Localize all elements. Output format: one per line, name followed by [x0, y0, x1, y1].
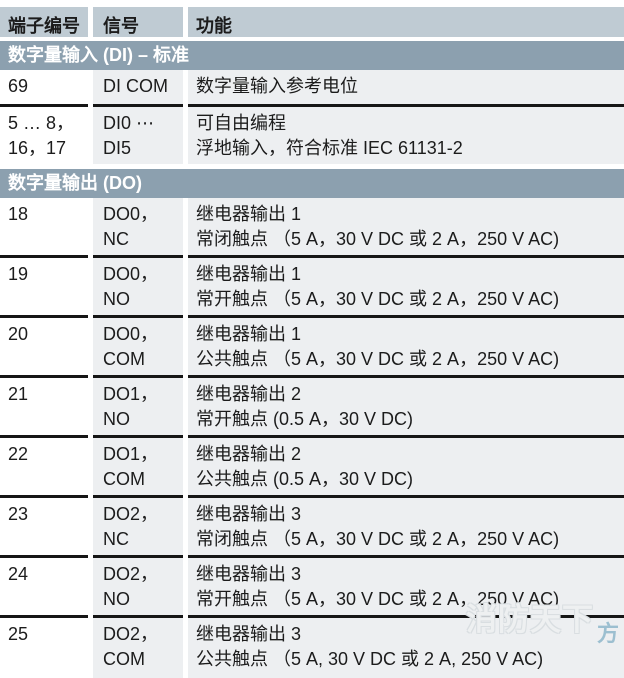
signal-cell: DI0 ⋯ DI5 — [93, 107, 183, 164]
function-cell: 可自由编程 浮地输入，符合标准 IEC 61131-2 — [188, 107, 624, 164]
function-cell: 继电器输出 1 常闭触点 （5 A，30 V DC 或 2 A，250 V AC… — [188, 198, 624, 258]
column-divider — [183, 498, 188, 558]
column-divider — [183, 618, 188, 678]
table-row: 18 DO0，NC 继电器输出 1 常闭触点 （5 A，30 V DC 或 2 … — [0, 198, 624, 258]
function-cell: 继电器输出 3 公共触点 （5 A, 30 V DC 或 2 A, 250 V … — [188, 618, 624, 678]
table-row: 5 … 8， 16，17 DI0 ⋯ DI5 可自由编程 浮地输入，符合标准 I… — [0, 107, 624, 164]
terminal-cell: 24 — [0, 558, 88, 618]
column-header-terminal: 端子编号 — [0, 7, 88, 37]
signal-cell: DO2，COM — [93, 618, 183, 678]
terminal-cell: 5 … 8， 16，17 — [0, 107, 88, 164]
section-header-digital-output: 数字量输出 (DO) — [0, 169, 624, 198]
terminal-cell: 25 — [0, 618, 88, 678]
terminal-cell: 69 — [0, 70, 88, 107]
terminal-cell: 19 — [0, 258, 88, 318]
terminal-cell: 18 — [0, 198, 88, 258]
column-divider — [88, 107, 93, 164]
terminal-cell: 23 — [0, 498, 88, 558]
table-row: 19 DO0，NO 继电器输出 1 常开触点 （5 A，30 V DC 或 2 … — [0, 258, 624, 318]
signal-cell: DO2，NC — [93, 498, 183, 558]
table-header-row: 端子编号 信号 功能 — [0, 7, 624, 37]
column-divider — [88, 498, 93, 558]
table-row: 23 DO2，NC 继电器输出 3 常闭触点 （5 A，30 V DC 或 2 … — [0, 498, 624, 558]
column-divider — [183, 107, 188, 164]
column-divider — [183, 558, 188, 618]
column-divider — [183, 438, 188, 498]
function-cell: 继电器输出 2 公共触点 (0.5 A，30 V DC) — [188, 438, 624, 498]
column-divider — [88, 438, 93, 498]
column-divider — [88, 558, 93, 618]
column-header-function: 功能 — [188, 7, 624, 37]
column-divider — [183, 70, 188, 107]
terminal-spec-table-page: 端子编号 信号 功能 数字量输入 (DI) – 标准 69 DI COM 数字量… — [0, 7, 624, 678]
table-row: 21 DO1，NO 继电器输出 2 常开触点 (0.5 A，30 V DC) — [0, 378, 624, 438]
section-spacer — [0, 164, 624, 169]
signal-cell: DO0，NC — [93, 198, 183, 258]
signal-cell: DO0，COM — [93, 318, 183, 378]
terminal-cell: 22 — [0, 438, 88, 498]
signal-cell: DI COM — [93, 70, 183, 107]
function-cell: 继电器输出 3 常开触点 （5 A，30 V DC 或 2 A，250 V AC… — [188, 558, 624, 618]
terminal-cell: 21 — [0, 378, 88, 438]
column-divider — [183, 258, 188, 318]
column-header-signal: 信号 — [93, 7, 183, 37]
column-divider — [88, 70, 93, 107]
column-divider — [88, 198, 93, 258]
signal-cell: DO1，COM — [93, 438, 183, 498]
function-cell: 继电器输出 1 公共触点 （5 A，30 V DC 或 2 A，250 V AC… — [188, 318, 624, 378]
table-row: 20 DO0，COM 继电器输出 1 公共触点 （5 A，30 V DC 或 2… — [0, 318, 624, 378]
function-cell: 继电器输出 1 常开触点 （5 A，30 V DC 或 2 A，250 V AC… — [188, 258, 624, 318]
table-row: 69 DI COM 数字量输入参考电位 — [0, 70, 624, 107]
column-divider — [88, 7, 93, 37]
function-cell: 数字量输入参考电位 — [188, 70, 624, 107]
column-divider — [183, 378, 188, 438]
column-divider — [183, 7, 188, 37]
table-row: 25 DO2，COM 继电器输出 3 公共触点 （5 A, 30 V DC 或 … — [0, 618, 624, 678]
signal-cell: DO2，NO — [93, 558, 183, 618]
column-divider — [183, 198, 188, 258]
column-divider — [88, 258, 93, 318]
column-divider — [88, 378, 93, 438]
section-header-digital-input: 数字量输入 (DI) – 标准 — [0, 41, 624, 70]
terminal-cell: 20 — [0, 318, 88, 378]
column-divider — [88, 618, 93, 678]
function-cell: 继电器输出 2 常开触点 (0.5 A，30 V DC) — [188, 378, 624, 438]
column-divider — [88, 318, 93, 378]
column-divider — [183, 318, 188, 378]
signal-cell: DO1，NO — [93, 378, 183, 438]
table-row: 22 DO1，COM 继电器输出 2 公共触点 (0.5 A，30 V DC) — [0, 438, 624, 498]
table-row: 24 DO2，NO 继电器输出 3 常开触点 （5 A，30 V DC 或 2 … — [0, 558, 624, 618]
signal-cell: DO0，NO — [93, 258, 183, 318]
function-cell: 继电器输出 3 常闭触点 （5 A，30 V DC 或 2 A，250 V AC… — [188, 498, 624, 558]
